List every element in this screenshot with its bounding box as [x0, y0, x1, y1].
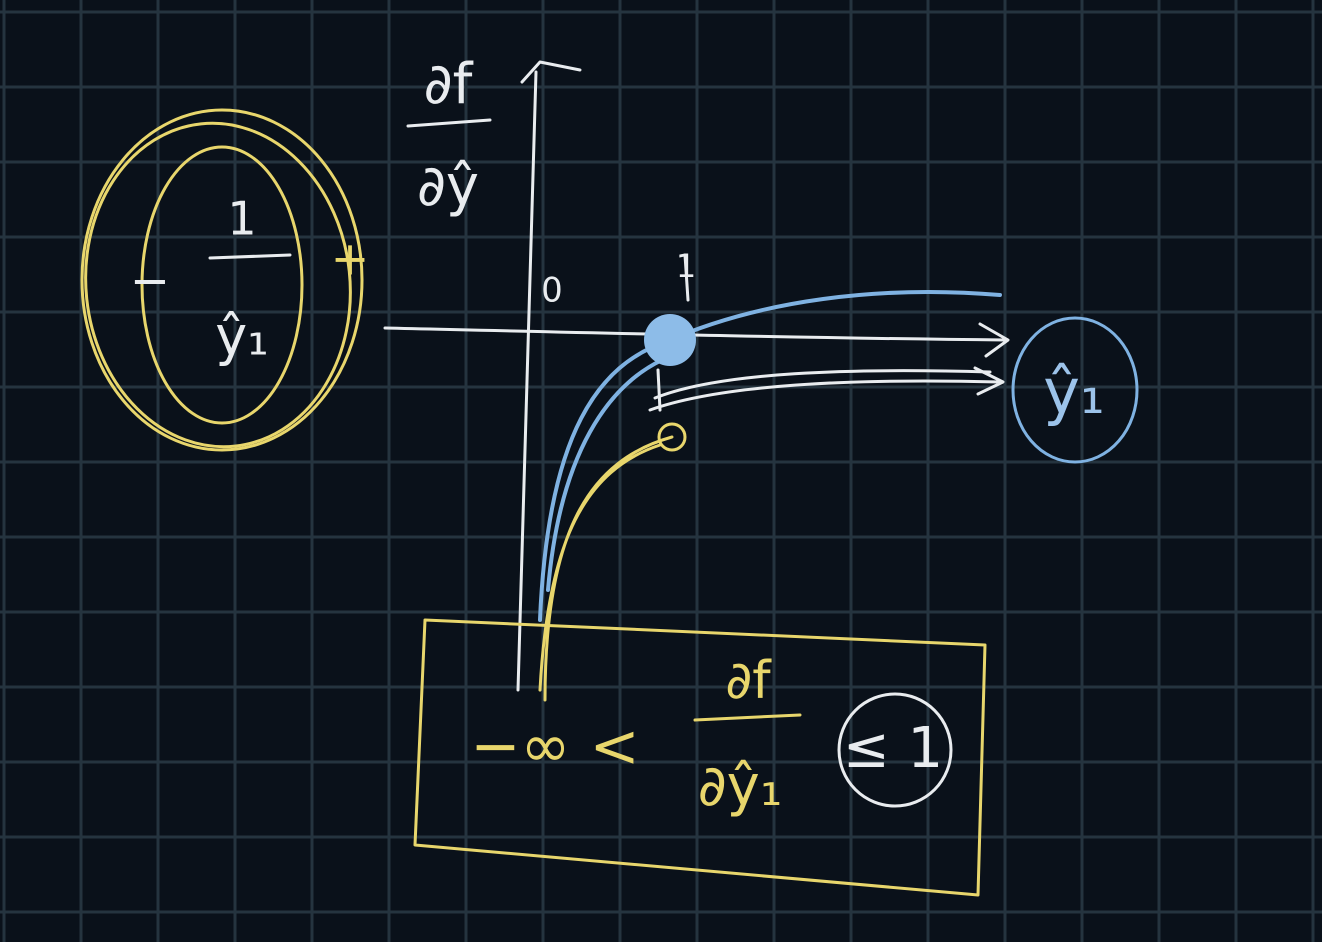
bound-box [413, 618, 987, 897]
blue-point [644, 314, 696, 366]
yellow-curve [538, 435, 674, 702]
derivative-numerator: 1 [227, 192, 256, 246]
outer-ring [80, 108, 364, 452]
yellow-point [657, 422, 687, 452]
bound-numerator: ∂f [725, 651, 772, 711]
white-curve-stroke [653, 369, 992, 400]
bound-upper: ≤ 1 [843, 716, 943, 781]
derivative-sign: − [130, 253, 170, 309]
bound-denominator: ∂ŷ₁ [698, 754, 783, 819]
derivative-sign-after: + [331, 232, 370, 286]
x-label-ring [1011, 316, 1139, 464]
fraction-bar [208, 253, 292, 260]
x-label: ŷ₁ [1043, 355, 1105, 428]
x-mark-label: 1 [676, 247, 696, 285]
y-label-denominator: ∂ŷ [417, 154, 479, 219]
blue-curve-stroke [546, 358, 664, 592]
tick-marks [656, 253, 690, 412]
fraction-bar [693, 713, 802, 722]
bound-lower: −∞ < [470, 712, 640, 782]
inner-ring [140, 145, 304, 425]
x-axis [383, 322, 1010, 358]
derivative-denominator: ŷ₁ [215, 305, 269, 368]
y-axis [516, 60, 582, 692]
y-label-numerator: ∂f [424, 52, 474, 117]
fraction-bar [406, 118, 492, 128]
outer-ring-2 [84, 121, 352, 449]
origin-label: 0 [541, 271, 563, 311]
upper-ring [837, 692, 953, 808]
